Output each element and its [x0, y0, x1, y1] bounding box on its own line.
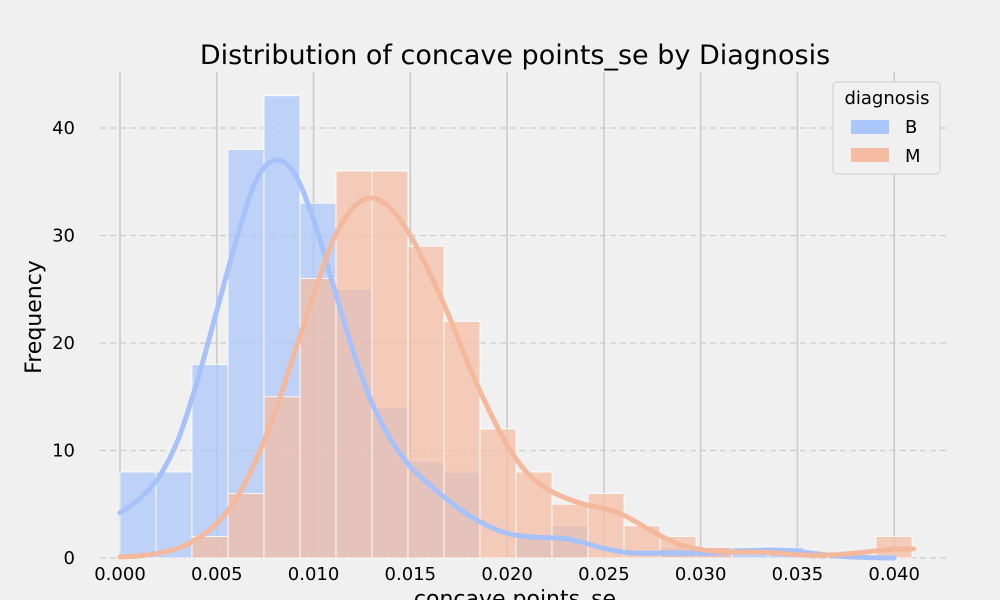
- kde-curves: [117, 157, 917, 561]
- bar-m-7: [371, 170, 409, 559]
- x-tick-label-8: 0.040: [868, 564, 920, 585]
- bar-b-2: [191, 364, 229, 559]
- x-tick-label-4: 0.020: [481, 564, 533, 585]
- y-tick-label-0: 0: [64, 548, 75, 569]
- legend-label-m: M: [905, 146, 921, 167]
- x-tick-label-1: 0.005: [191, 564, 243, 585]
- bar-m-9: [443, 321, 481, 559]
- kde-line-m: [117, 195, 917, 560]
- legend: diagnosis B M: [832, 81, 941, 175]
- bar-m-8: [407, 245, 445, 559]
- chart-title: Distribution of concave points_se by Dia…: [200, 40, 830, 71]
- y-axis-label: Frequency: [22, 260, 47, 374]
- x-tick-label-0: 0.000: [94, 564, 146, 585]
- x-tick-label-3: 0.015: [385, 564, 437, 585]
- y-tick-label-3: 30: [52, 226, 75, 247]
- bar-m-6: [335, 170, 373, 559]
- bar-m-11: [515, 471, 553, 559]
- x-tick-label-2: 0.010: [288, 564, 340, 585]
- x-tick-label-7: 0.035: [772, 564, 824, 585]
- tick-labels: 0.000 0.005 0.010 0.015 0.020 0.025 0.030 0.035…: [52, 118, 920, 585]
- legend-swatch-b: [851, 120, 889, 134]
- legend-label-b: B: [905, 117, 917, 138]
- y-tick-label-2: 20: [52, 333, 75, 354]
- legend-swatch-m: [851, 148, 889, 162]
- x-tick-label-5: 0.025: [578, 564, 630, 585]
- bar-b-3: [227, 149, 265, 559]
- y-tick-label-4: 40: [52, 118, 75, 139]
- y-tick-label-1: 10: [52, 441, 75, 462]
- bar-m-12: [551, 503, 589, 559]
- legend-title: diagnosis: [844, 88, 929, 109]
- x-axis-label: concave points_se: [414, 587, 616, 600]
- x-tick-label-6: 0.030: [675, 564, 727, 585]
